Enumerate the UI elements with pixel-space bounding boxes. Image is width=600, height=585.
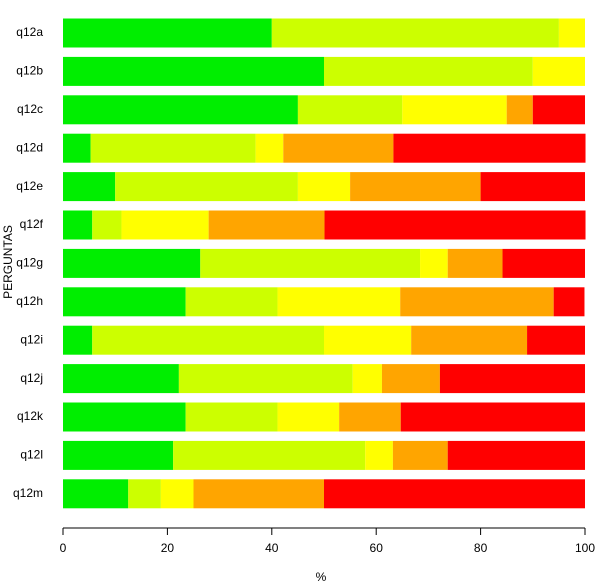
bar-segment	[411, 325, 528, 355]
y-tick-label: q12e	[16, 179, 43, 193]
bar-segment	[63, 172, 116, 202]
bar-segment	[63, 95, 298, 125]
bar-segment	[271, 18, 559, 48]
y-tick-label: q12f	[20, 217, 44, 231]
bar-segment	[63, 479, 129, 509]
y-tick-label: q12b	[16, 64, 43, 78]
x-tick-label: 60	[370, 541, 384, 555]
bar-segment	[350, 172, 481, 202]
bar-segment	[297, 95, 403, 125]
bar-segment	[128, 479, 161, 509]
y-tick-label: q12k	[17, 409, 44, 423]
bar-segment	[277, 287, 401, 317]
bar-segment	[553, 287, 585, 317]
bar-segment	[324, 325, 412, 355]
y-tick-label: q12a	[16, 25, 43, 39]
x-tick-label: 80	[474, 541, 488, 555]
bar-segment	[439, 364, 585, 394]
bar-segment	[160, 479, 194, 509]
bar-segment	[402, 95, 507, 125]
bar-segment	[480, 172, 585, 202]
bar-segment	[193, 479, 324, 509]
bar-segment	[297, 172, 351, 202]
bar-segment	[185, 287, 278, 317]
bar-segment	[63, 402, 186, 432]
bar-segment	[63, 248, 201, 278]
bar-segment	[339, 402, 401, 432]
bar-segment	[558, 18, 585, 48]
y-tick-label: q12g	[16, 256, 43, 270]
bar-segment	[283, 133, 394, 163]
y-axis-label: PERGUNTAS	[1, 225, 15, 299]
bar-segment	[400, 402, 585, 432]
x-tick-label: 0	[60, 541, 67, 555]
bar-segment	[502, 248, 585, 278]
bar-segment	[255, 133, 284, 163]
bar-segment	[365, 440, 393, 470]
bar-segment	[92, 210, 122, 240]
bar-segment	[178, 364, 353, 394]
bar-segment	[63, 18, 272, 48]
bar-segment	[200, 248, 421, 278]
bar-segment	[63, 210, 93, 240]
x-tick-label: 20	[161, 541, 175, 555]
bar-segment	[63, 56, 324, 86]
bar-segment	[63, 325, 93, 355]
y-tick-label: q12c	[17, 102, 43, 116]
bar-segment	[527, 325, 585, 355]
bar-segment	[381, 364, 440, 394]
bar-segment	[447, 440, 585, 470]
bar-segment	[63, 133, 91, 163]
bar-segment	[173, 440, 366, 470]
y-tick-label: q12l	[20, 448, 43, 462]
y-tick-label: q12h	[16, 294, 43, 308]
bar-segment	[185, 402, 278, 432]
bar-segment	[420, 248, 448, 278]
bar-segment	[532, 56, 585, 86]
x-axis-label: %	[316, 570, 327, 584]
bar-segment	[324, 56, 533, 86]
bar-segment	[277, 402, 340, 432]
y-tick-label: q12i	[20, 332, 43, 346]
y-tick-label: q12d	[16, 140, 43, 154]
y-tick-label: q12j	[20, 371, 43, 385]
bar-segment	[90, 133, 256, 163]
bar-segment	[392, 440, 448, 470]
bar-segment	[324, 210, 586, 240]
bar-segment	[92, 325, 325, 355]
bar-segment	[115, 172, 298, 202]
bar-segment	[63, 364, 179, 394]
bar-segment	[63, 440, 174, 470]
bar-segment	[447, 248, 503, 278]
bar-segment	[63, 287, 186, 317]
y-tick-label: q12m	[13, 486, 43, 500]
bar-segment	[324, 479, 585, 509]
bar-segment	[393, 133, 586, 163]
bar-segment	[506, 95, 533, 125]
bar-segment	[352, 364, 382, 394]
x-tick-label: 100	[575, 541, 595, 555]
bar-segment	[532, 95, 585, 125]
bar-segment	[121, 210, 209, 240]
bar-segment	[208, 210, 325, 240]
x-tick-label: 40	[265, 541, 279, 555]
bar-segment	[400, 287, 554, 317]
